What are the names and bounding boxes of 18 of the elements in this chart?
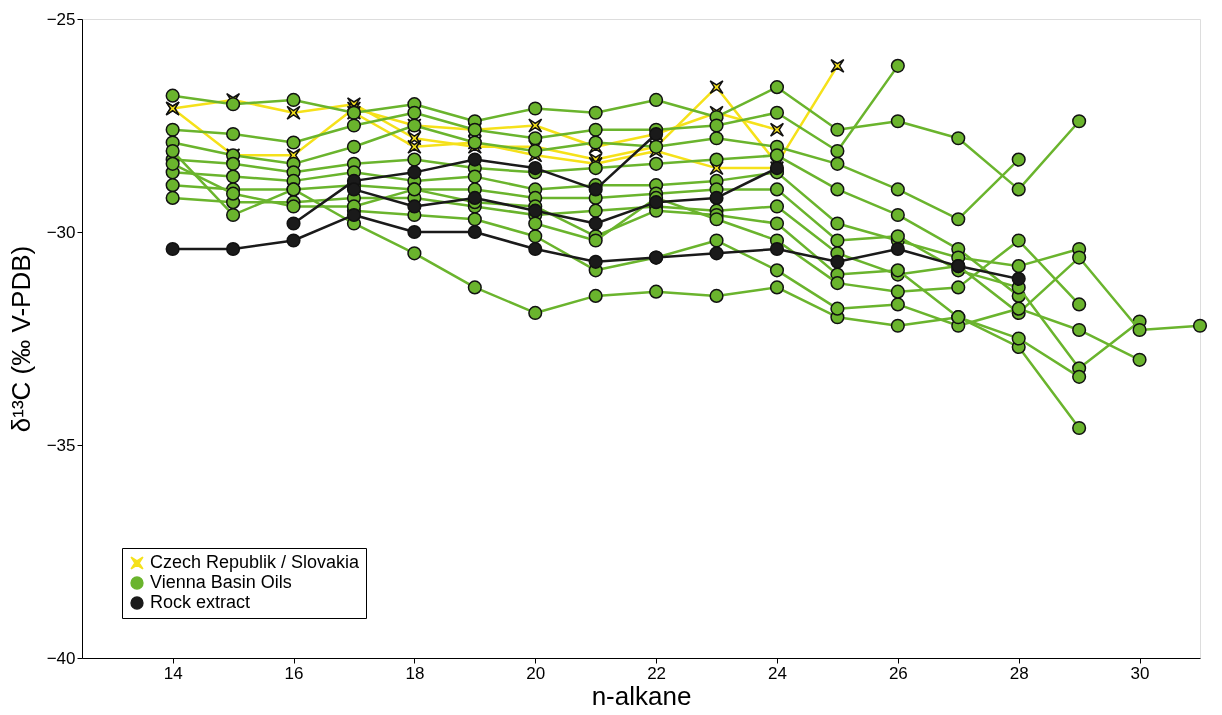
- x-tick-label: 28: [1009, 663, 1029, 683]
- legend-label: Czech Republik / Slovakia: [150, 552, 361, 572]
- y-tick-label: −25: [46, 9, 76, 29]
- legend-label: Rock extract: [150, 592, 251, 612]
- y-tick-label: −35: [46, 435, 76, 455]
- x-tick-label: 26: [888, 663, 908, 683]
- x-tick-label: 30: [1130, 663, 1150, 683]
- y-tick-label: −30: [46, 222, 76, 242]
- x-tick-label: 18: [405, 663, 425, 683]
- x-tick-label: 16: [284, 663, 304, 683]
- x-tick-label: 22: [647, 663, 667, 683]
- x-axis-title: n-alkane: [591, 680, 692, 711]
- x-tick-label: 24: [768, 663, 787, 683]
- y-axis-title: δ¹³C (‰ V-PDB): [5, 245, 36, 433]
- y-tick-label: −40: [46, 648, 76, 668]
- legend-label: Vienna Basin Oils: [150, 572, 292, 592]
- x-tick-label: 14: [163, 663, 183, 683]
- x-tick-label: 20: [526, 663, 546, 683]
